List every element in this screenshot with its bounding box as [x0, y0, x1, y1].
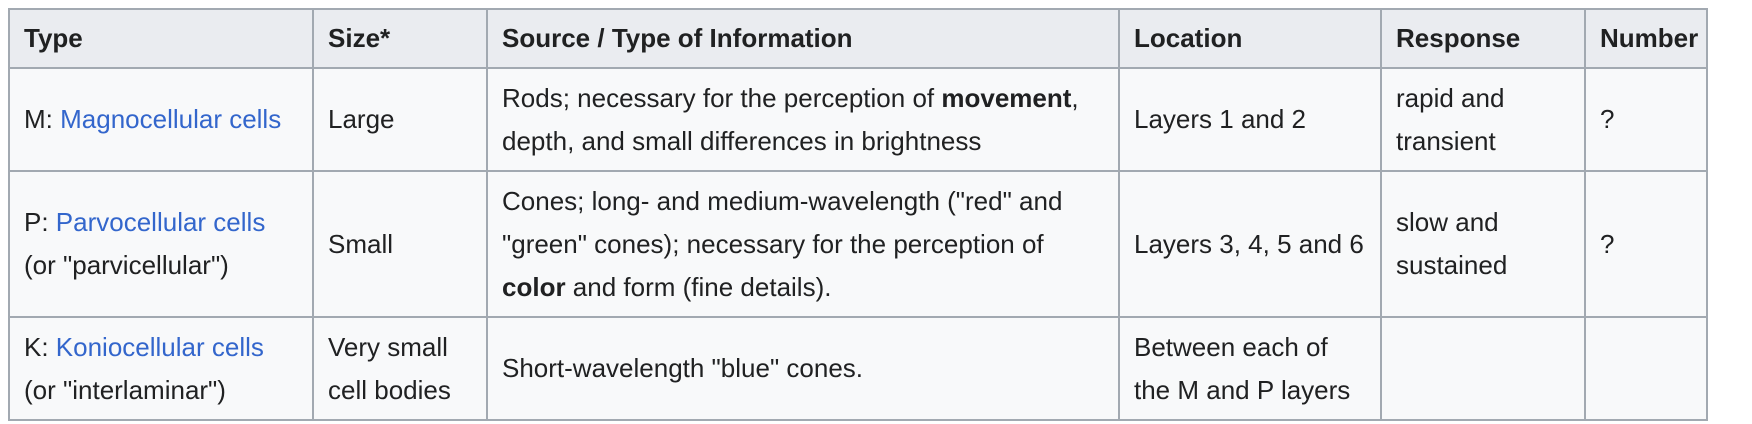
header-type: Type	[8, 8, 314, 69]
source-text: Rods; necessary for the perception of	[502, 82, 942, 113]
cell-number: ?	[1584, 67, 1708, 172]
table-row: P: Parvocellular cells (or "parvicellula…	[8, 170, 1708, 318]
cell-size: Large	[312, 67, 488, 172]
type-prefix: K:	[24, 331, 56, 362]
link-parvocellular-cells[interactable]: Parvocellular cells	[55, 207, 266, 237]
source-bold: color	[502, 271, 566, 302]
cell-location: Layers 1 and 2	[1118, 67, 1382, 172]
lgn-cell-types-table: Type Size* Source / Type of Information …	[8, 8, 1708, 421]
cell-type: P: Parvocellular cells (or "parvicellula…	[8, 170, 314, 318]
cell-location: Layers 3, 4, 5 and 6	[1118, 170, 1382, 318]
cell-size: Very small cell bodies	[312, 316, 488, 421]
link-koniocellular-cells[interactable]: Koniocellular cells	[55, 331, 264, 362]
source-text: Cones; long- and medium-wavelength ("red…	[502, 185, 1063, 259]
cell-source: Short-wavelength "blue" cones.	[486, 316, 1120, 421]
cell-location: Between each of the M and P layers	[1118, 316, 1382, 421]
cell-response: rapid and transient	[1380, 67, 1586, 172]
link-magnocellular-cells[interactable]: Magnocellular cells	[60, 104, 282, 134]
header-response: Response	[1380, 8, 1586, 69]
type-prefix: M:	[24, 104, 61, 134]
header-size: Size*	[312, 8, 488, 69]
type-prefix: P:	[24, 207, 56, 237]
type-note: (or "interlaminar")	[24, 374, 226, 405]
cell-source: Cones; long- and medium-wavelength ("red…	[486, 170, 1120, 318]
table-row: K: Koniocellular cells (or "interlaminar…	[8, 316, 1708, 421]
cell-type: M: Magnocellular cells	[8, 67, 314, 172]
header-source: Source / Type of Information	[486, 8, 1120, 69]
cell-number: ?	[1584, 170, 1708, 318]
source-bold: movement	[941, 82, 1072, 113]
cell-response	[1380, 316, 1586, 421]
cell-source: Rods; necessary for the perception of mo…	[486, 67, 1120, 172]
header-row: Type Size* Source / Type of Information …	[8, 8, 1708, 69]
source-text-after: and form (fine details).	[565, 271, 832, 302]
source-text-after: , depth, and small differences in bright…	[502, 82, 1079, 156]
type-note: (or "parvicellular")	[24, 250, 229, 280]
table-row: M: Magnocellular cells Large Rods; neces…	[8, 67, 1708, 172]
source-text: Short-wavelength "blue" cones.	[502, 353, 864, 383]
cell-size: Small	[312, 170, 488, 318]
cell-type: K: Koniocellular cells (or "interlaminar…	[8, 316, 314, 421]
header-location: Location	[1118, 8, 1382, 69]
cell-response: slow and sustained	[1380, 170, 1586, 318]
cell-number	[1584, 316, 1708, 421]
header-number: Number	[1584, 8, 1708, 69]
